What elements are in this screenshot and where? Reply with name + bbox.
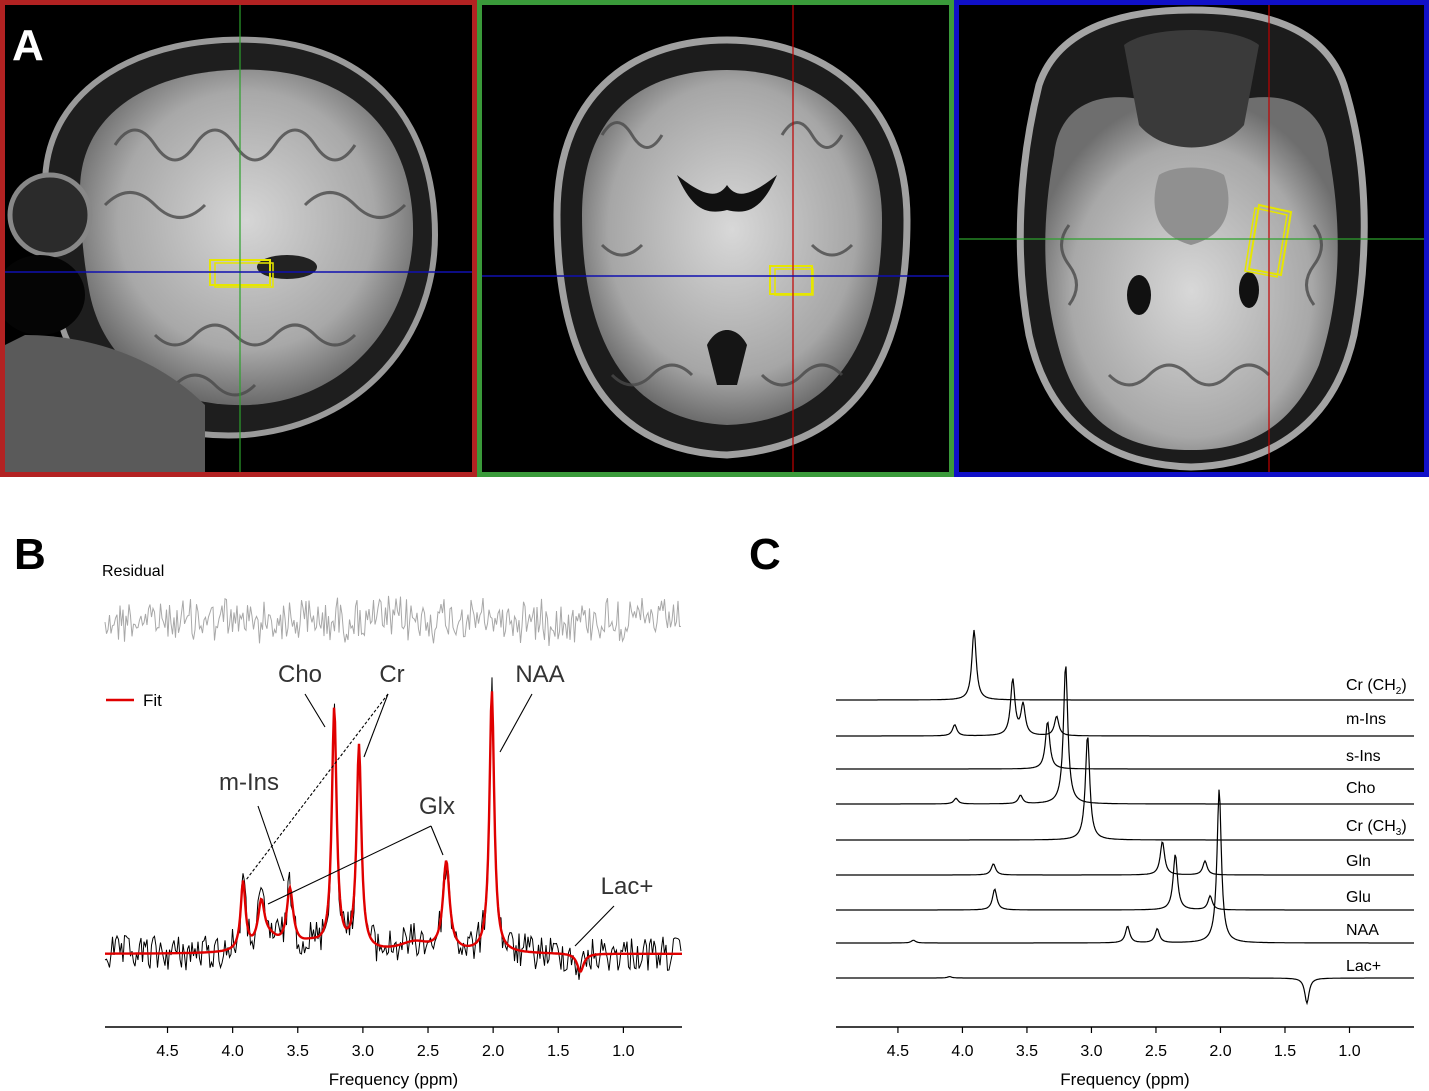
- basis-spectrum-label: s-Ins: [1346, 748, 1381, 765]
- basis-spectrum-label: NAA: [1346, 922, 1379, 939]
- basis-spectrum-line: [836, 737, 1414, 841]
- basis-spectrum-line: [836, 678, 1414, 737]
- basis-spectrum-line: [836, 975, 1414, 1006]
- panel-b-spectrum: 4.5 4.0 3.5 3.0 2.5 2.0 1.5 1.0 Frequency (ppm) R…: [102, 563, 682, 1089]
- residual-label: Residual: [102, 563, 164, 580]
- residual-trace: [104, 595, 682, 647]
- panel-label-c: C: [749, 530, 781, 579]
- x-tick-label: 3.0: [1080, 1043, 1102, 1060]
- annotation-leader: [304, 693, 326, 728]
- peak-annotation: Cr: [379, 661, 404, 688]
- basis-spectrum-line: [836, 854, 1414, 911]
- basis-spectrum-line: [836, 841, 1414, 876]
- x-tick-label: 1.5: [547, 1043, 569, 1060]
- basis-spectrum-line: [836, 666, 1414, 805]
- x-tick-label: 2.5: [417, 1043, 439, 1060]
- panel-c-basis-spectra: 4.5 4.0 3.5 3.0 2.5 2.0 1.5 1.0 Frequency (ppm) C…: [836, 629, 1414, 1089]
- measured-spectrum: [104, 677, 682, 980]
- peak-annotation: m-Ins: [219, 769, 279, 796]
- basis-spectrum-line: [836, 721, 1414, 770]
- annotation-leader: [267, 825, 432, 905]
- axial-mri-image: [959, 5, 1424, 472]
- coronal-mri-view: [477, 0, 954, 477]
- x-tick-label: 4.0: [222, 1043, 244, 1060]
- x-axis-title: Frequency (ppm): [1060, 1070, 1189, 1089]
- basis-spectrum-label: Gln: [1346, 853, 1371, 870]
- basis-spectrum-label: Cr (CH2): [1346, 677, 1407, 697]
- annotation-leader: [430, 825, 444, 856]
- peak-annotation: Lac+: [601, 873, 654, 900]
- x-tick-label: 4.0: [951, 1043, 973, 1060]
- panel-label-b: B: [14, 530, 46, 579]
- basis-spectrum-label: Cho: [1346, 780, 1375, 797]
- axial-mri-view: [954, 0, 1429, 477]
- x-tick-label: 3.5: [287, 1043, 309, 1060]
- basis-spectrum-label: Glu: [1346, 889, 1371, 906]
- x-tick-label: 1.0: [1338, 1043, 1360, 1060]
- basis-spectrum-line: [836, 629, 1414, 701]
- annotation-leader: [363, 693, 389, 758]
- peak-annotation: NAA: [515, 661, 564, 688]
- x-axis-title: Frequency (ppm): [329, 1070, 458, 1089]
- x-tick-label: 2.0: [1209, 1043, 1231, 1060]
- annotation-leader-dashed: [245, 693, 389, 881]
- annotation-leader: [499, 693, 533, 753]
- fit-series-line: [105, 691, 682, 973]
- x-tick-label: 2.0: [482, 1043, 504, 1060]
- peak-annotation: Cho: [278, 661, 322, 688]
- x-tick-label: 2.5: [1145, 1043, 1167, 1060]
- peak-annotation: Glx: [419, 793, 455, 820]
- basis-spectrum-line: [836, 789, 1414, 944]
- basis-spectrum-label: Cr (CH3): [1346, 818, 1407, 838]
- basis-spectrum-label: Lac+: [1346, 958, 1381, 975]
- x-tick-label: 4.5: [156, 1043, 178, 1060]
- panel-label-a: A: [12, 21, 44, 70]
- legend-label-fit: Fit: [143, 691, 162, 710]
- sagittal-mri-image: [5, 5, 472, 472]
- basis-spectrum-label: m-Ins: [1346, 711, 1386, 728]
- x-tick-label: 1.0: [612, 1043, 634, 1060]
- x-tick-label: 1.5: [1274, 1043, 1296, 1060]
- annotation-leader: [257, 805, 285, 882]
- annotation-leader: [574, 905, 615, 947]
- coronal-mri-image: [482, 5, 949, 472]
- x-tick-label: 3.5: [1016, 1043, 1038, 1060]
- sagittal-mri-view: [0, 0, 477, 477]
- x-tick-label: 4.5: [887, 1043, 909, 1060]
- x-tick-label: 3.0: [352, 1043, 374, 1060]
